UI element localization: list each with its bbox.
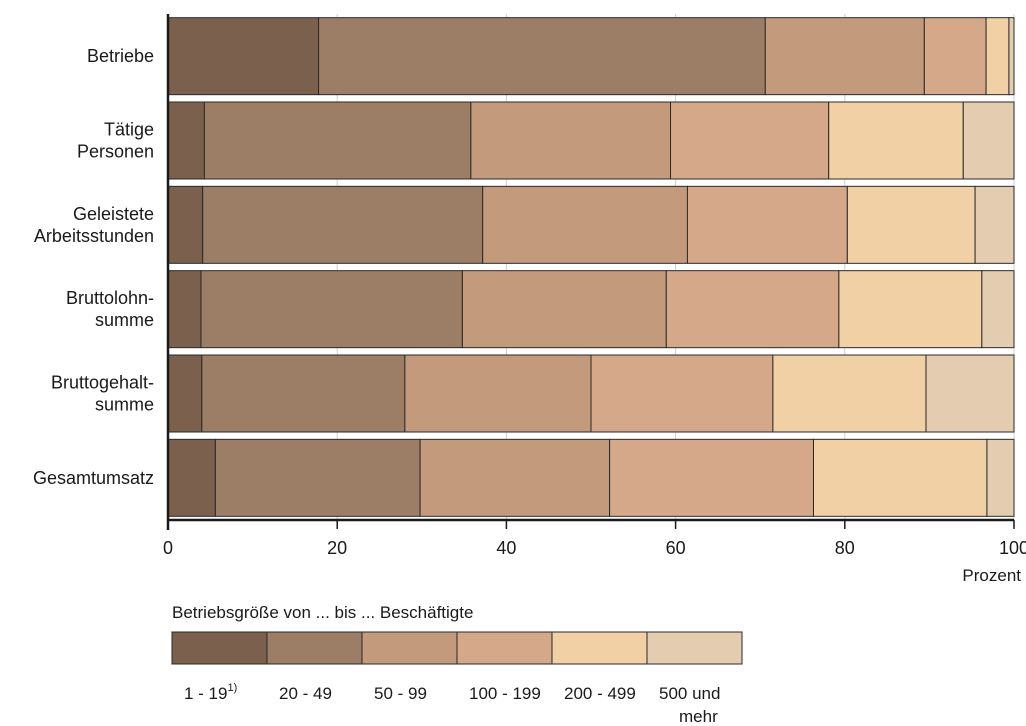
bar-segment	[167, 101, 205, 180]
bar-segment	[846, 185, 976, 264]
bar-segment	[609, 438, 814, 517]
bar-segment	[200, 270, 463, 349]
legend-swatch	[551, 631, 648, 665]
bar-segment	[214, 438, 421, 517]
bar-segment	[167, 354, 203, 433]
legend-label: mehr	[679, 707, 718, 726]
bar-segment	[838, 270, 983, 349]
x-tick-label: 0	[163, 538, 173, 558]
legend-swatch	[266, 631, 363, 665]
bar-segment	[318, 17, 766, 96]
bar-segment	[167, 17, 320, 96]
x-tick-label: 80	[835, 538, 855, 558]
legend-label: 100 - 199	[469, 684, 541, 703]
bar-segment	[419, 438, 611, 517]
bar-segment	[590, 354, 774, 433]
bar-segment	[1008, 17, 1015, 96]
legend: 1 - 191) 20 - 49 50 - 99 100 - 199 200 - 499…	[171, 631, 743, 726]
bar-segment	[986, 438, 1015, 517]
legend-swatch	[171, 631, 268, 665]
category-label: Personen	[77, 142, 154, 162]
category-label: Bruttolohn-	[66, 288, 154, 308]
bar-segment	[202, 185, 484, 264]
bar-segment	[404, 354, 592, 433]
x-tick-label: 100	[999, 538, 1026, 558]
bar-segment	[981, 270, 1015, 349]
legend-swatch	[646, 631, 743, 665]
category-label: Betriebe	[87, 46, 154, 66]
bar-segment	[167, 270, 202, 349]
legend-label: 50 - 99	[374, 684, 427, 703]
legend-title: Betriebsgröße von ... bis ... Beschäftig…	[172, 603, 473, 622]
bars	[167, 17, 1015, 517]
bar-segment	[925, 354, 1015, 433]
bar-segment	[974, 185, 1015, 264]
bar-segment	[670, 101, 830, 180]
legend-swatch	[361, 631, 458, 665]
legend-label: 500 und	[659, 684, 720, 703]
legend-label: 20 - 49	[279, 684, 332, 703]
bar-segment	[772, 354, 927, 433]
bar-segment	[461, 270, 667, 349]
bar-segment	[764, 17, 925, 96]
legend-swatch	[456, 631, 553, 665]
category-label: Arbeitsstunden	[34, 226, 154, 246]
bar-segment	[470, 101, 672, 180]
legend-label: 1 - 191)	[184, 682, 237, 703]
legend-label: 200 - 499	[564, 684, 636, 703]
bar-segment	[923, 17, 987, 96]
category-label: Bruttogehalt-	[51, 373, 154, 393]
category-label: summe	[95, 395, 154, 415]
bar-segment	[203, 101, 472, 180]
x-tick-label: 20	[327, 538, 347, 558]
grid-lines	[336, 14, 1015, 520]
x-tick-label: 60	[666, 538, 686, 558]
x-tick-label: 40	[496, 538, 516, 558]
bar-segment	[665, 270, 840, 349]
bar-segment	[812, 438, 988, 517]
bar-segment	[167, 185, 204, 264]
bar-segment	[985, 17, 1010, 96]
bar-segment	[828, 101, 964, 180]
category-label: Tätige	[104, 120, 154, 140]
category-label: Geleistete	[73, 204, 154, 224]
bar-segment	[962, 101, 1015, 180]
x-axis-label: Prozent	[962, 566, 1021, 585]
bar-segment	[482, 185, 688, 264]
category-label: summe	[95, 310, 154, 330]
category-label: Gesamtumsatz	[33, 468, 154, 488]
bar-segment	[686, 185, 848, 264]
x-axis: 0 20 40 60 80 100	[163, 14, 1026, 558]
bar-segment	[201, 354, 406, 433]
bar-segment	[167, 438, 216, 517]
